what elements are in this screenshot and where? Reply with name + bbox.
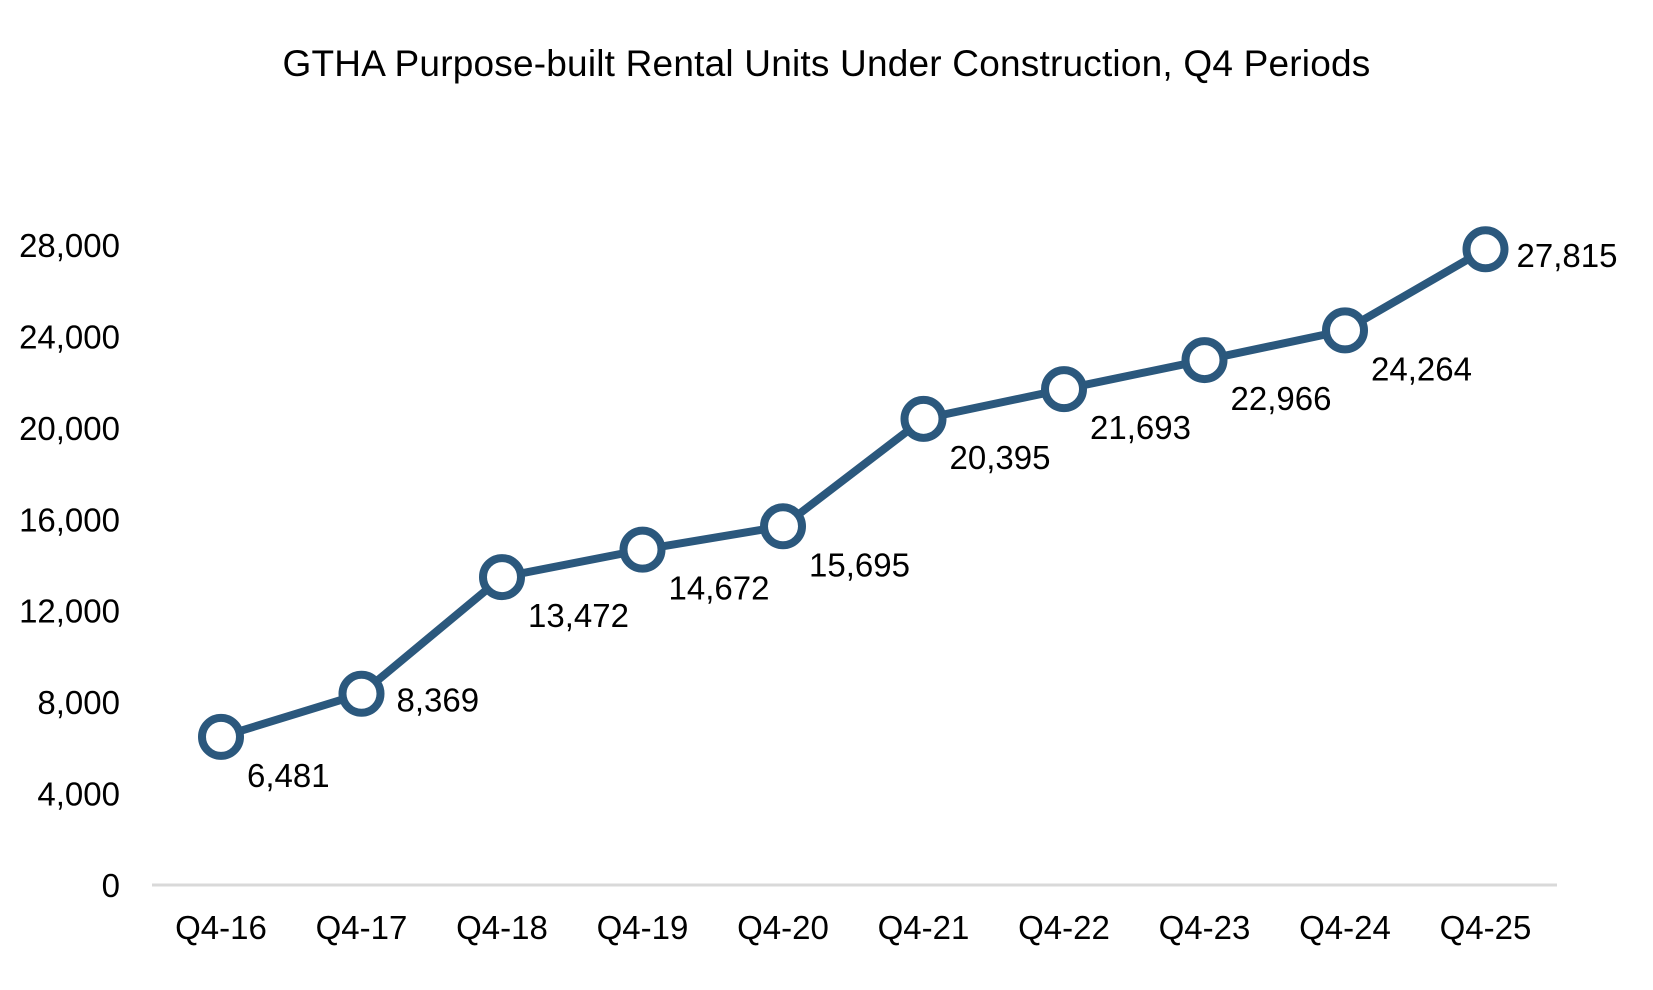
data-label: 22,966 — [1231, 380, 1332, 417]
y-tick-label: 16,000 — [19, 501, 120, 538]
data-point-marker — [1041, 366, 1087, 413]
data-label: 21,693 — [1090, 409, 1191, 446]
data-point-marker — [198, 713, 244, 760]
data-point-marker — [1181, 337, 1228, 384]
series-line — [217, 245, 1490, 741]
data-point-marker — [900, 395, 947, 442]
y-tick-label: 20,000 — [19, 410, 120, 447]
data-label: 13,472 — [528, 597, 629, 634]
data-point-marker — [338, 670, 385, 717]
x-tick-label: Q4-24 — [1299, 909, 1391, 946]
x-tick-label: Q4-25 — [1440, 909, 1532, 946]
x-tick-label: Q4-17 — [316, 909, 408, 946]
x-tick-label: Q4-18 — [456, 909, 548, 946]
data-label: 6,481 — [247, 757, 330, 794]
x-tick-label: Q4-16 — [175, 909, 267, 946]
y-tick-label: 24,000 — [19, 318, 120, 355]
data-point-marker — [1462, 226, 1509, 273]
y-tick-label: 28,000 — [19, 227, 120, 264]
data-label: 24,264 — [1371, 350, 1472, 387]
x-tick-label: Q4-23 — [1159, 909, 1251, 946]
data-point-marker — [1322, 307, 1368, 354]
data-label: 15,695 — [809, 546, 910, 583]
y-tick-label: 8,000 — [37, 684, 120, 721]
data-markers — [198, 226, 1509, 760]
x-tick-labels: Q4-16 Q4-17 Q4-18 Q4-19 Q4-20 Q4-21 Q4-22 Q4-23… — [175, 909, 1531, 946]
x-tick-label: Q4-20 — [737, 909, 829, 946]
data-label: 14,672 — [669, 570, 770, 607]
data-point-marker — [760, 503, 806, 550]
data-labels: 6,481 8,369 13,472 14,672 15,695 20,395 21,693… — [247, 237, 1617, 794]
y-tick-label: 12,000 — [19, 593, 120, 630]
data-label: 27,815 — [1517, 237, 1618, 274]
data-label: 20,395 — [950, 439, 1051, 476]
data-point-marker — [619, 526, 666, 573]
chart-title: GTHA Purpose-built Rental Units Under Co… — [282, 43, 1371, 84]
x-tick-label: Q4-19 — [597, 909, 689, 946]
y-tick-label: 0 — [102, 867, 120, 904]
data-point-marker — [479, 554, 525, 601]
x-tick-label: Q4-21 — [878, 909, 970, 946]
x-tick-label: Q4-22 — [1018, 909, 1110, 946]
y-tick-labels: 0 4,000 8,000 12,000 16,000 20,000 24,000 28,00… — [19, 227, 120, 904]
data-label: 8,369 — [397, 682, 480, 719]
y-tick-label: 4,000 — [37, 776, 120, 813]
